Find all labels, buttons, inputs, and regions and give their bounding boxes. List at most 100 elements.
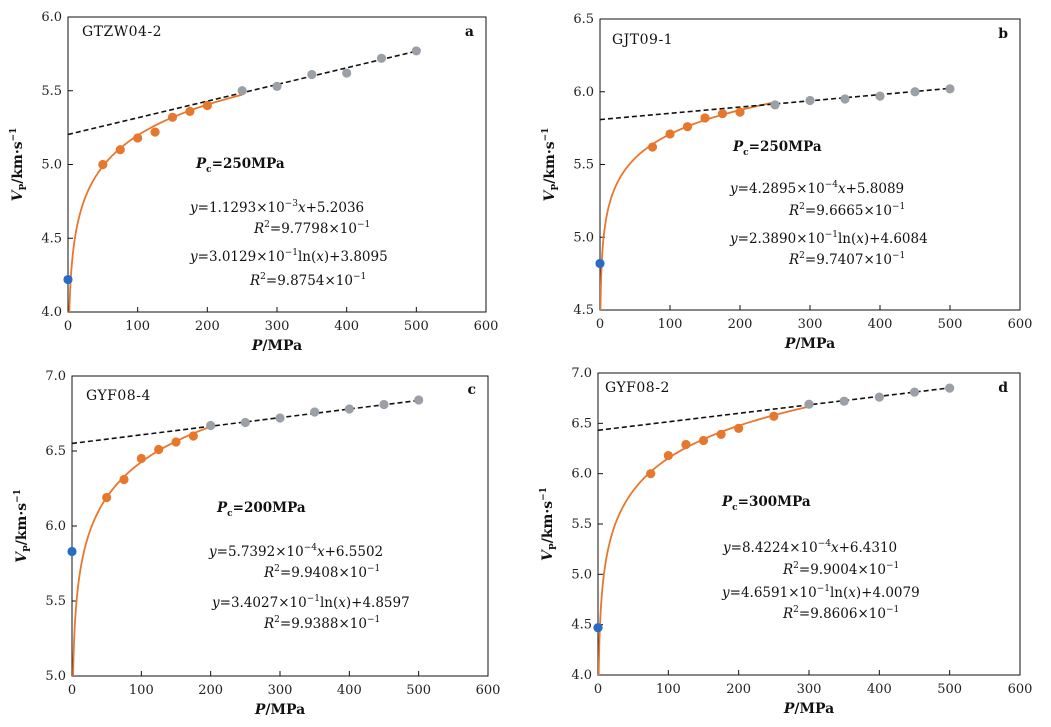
linear-equation: y=4.2895×10−4x+5.8089 — [729, 180, 904, 197]
x-tick-label: 300 — [268, 683, 293, 698]
panel-letter: a — [465, 24, 474, 40]
y-tick-label: 5.0 — [573, 230, 594, 245]
data-point-zero-pressure — [595, 258, 605, 269]
data-point-low-pressure — [150, 127, 160, 137]
data-point-low-pressure — [681, 439, 691, 450]
y-tick-label: 7.0 — [45, 369, 66, 384]
chart-panel-a: 0 100 200 300 400 500 600 4.0 4.5 5.0 5.5 6.0 P/MPa V… — [9, 10, 499, 354]
x-tick-label: 500 — [406, 683, 431, 698]
data-point-low-pressure — [119, 474, 129, 485]
linear-fit-line — [598, 387, 950, 432]
data-point-high-pressure — [805, 95, 815, 106]
log-equation: y=3.4027×10−1ln(x)+4.8597 — [211, 594, 410, 611]
y-tick-label: 5.5 — [571, 517, 592, 532]
x-tick-label: 500 — [938, 317, 963, 332]
x-tick-label: 0 — [596, 317, 604, 332]
x-tick-label: 100 — [125, 319, 150, 334]
y-tick-label: 4.0 — [41, 305, 62, 320]
y-tick-label: 6.5 — [573, 12, 594, 27]
data-point-high-pressure — [945, 383, 955, 393]
data-point-high-pressure — [875, 91, 885, 101]
data-point-low-pressure — [202, 100, 212, 111]
data-point-high-pressure — [840, 94, 850, 104]
linear-r-squared: R2=9.7798×10−1 — [253, 220, 370, 237]
y-tick-label: 4.5 — [573, 303, 594, 318]
y-axis-title: VP/km·s−1 — [9, 128, 29, 202]
data-point-high-pressure — [770, 100, 780, 110]
x-tick-label: 0 — [68, 683, 76, 698]
panel-letter: c — [467, 382, 476, 398]
data-point-high-pressure — [945, 84, 955, 94]
data-point-low-pressure — [698, 435, 709, 446]
y-tick-label: 4.5 — [41, 231, 62, 246]
y-tick-label: 4.0 — [571, 668, 592, 683]
x-tick-label: 600 — [1008, 682, 1033, 697]
x-tick-label: 500 — [404, 319, 429, 334]
x-axis-title: P/MPa — [251, 338, 302, 354]
y-tick-label: 6.0 — [573, 85, 594, 100]
x-tick-label: 300 — [265, 319, 290, 334]
chart-panel-c: 0 100 200 300 400 500 600 5.0 5.5 6.0 6.5 7.0 P/MPa V… — [13, 369, 500, 718]
sample-label: GYF08-4 — [86, 388, 151, 404]
pc-label: Pc=200MPa — [216, 500, 306, 519]
data-point-low-pressure — [735, 107, 745, 117]
y-tick-label: 6.0 — [41, 10, 62, 25]
log-fit-curve — [72, 425, 211, 676]
x-tick-label: 400 — [868, 317, 893, 332]
data-point-low-pressure — [102, 492, 112, 503]
data-point-high-pressure — [275, 413, 285, 423]
plot-frame — [597, 372, 1021, 676]
linear-fit-line — [72, 399, 419, 445]
data-point-low-pressure — [133, 133, 143, 143]
data-point-zero-pressure — [593, 623, 603, 633]
data-point-low-pressure — [188, 431, 198, 441]
x-tick-label: 500 — [937, 682, 962, 697]
data-point-high-pressure — [411, 46, 421, 56]
data-point-low-pressure — [647, 142, 658, 152]
sample-label: GJT09-1 — [612, 32, 673, 48]
linear-r-squared: R2=9.6665×10−1 — [788, 202, 905, 219]
chart-panel-b: 0 100 200 300 400 500 600 4.5 5.0 5.5 6.0 6.5 P/MPa V… — [541, 12, 1032, 352]
x-axis-title: P/MPa — [784, 336, 835, 352]
x-tick-label: 300 — [797, 682, 822, 697]
log-fit-curve — [600, 101, 776, 310]
data-point-high-pressure — [344, 404, 354, 414]
pc-label: Pc=250MPa — [732, 139, 822, 158]
y-tick-label: 6.5 — [45, 444, 66, 459]
data-point-low-pressure — [167, 112, 178, 122]
sample-label: GTZW04-2 — [82, 24, 162, 40]
data-point-high-pressure — [379, 399, 389, 410]
data-point-high-pressure — [310, 407, 320, 417]
x-tick-label: 200 — [728, 317, 753, 332]
y-tick-label: 4.5 — [571, 618, 592, 633]
log-r-squared: R2=9.9388×10−1 — [263, 615, 380, 632]
data-point-low-pressure — [682, 122, 693, 132]
data-point-low-pressure — [646, 469, 656, 479]
sample-label: GYF08-2 — [605, 380, 670, 396]
log-fit-curve — [598, 405, 810, 675]
chart-panel-d: 0 100 200 300 400 500 600 4.0 4.5 5.0 5.5 6.0 6.5 7.0… — [539, 366, 1032, 717]
linear-equation: y=5.7392×10−4x+6.5502 — [208, 543, 383, 560]
x-tick-label: 100 — [656, 682, 681, 697]
x-tick-label: 200 — [198, 683, 223, 698]
data-point-high-pressure — [414, 395, 424, 405]
x-axis-title: P/MPa — [254, 702, 305, 718]
data-point-low-pressure — [717, 108, 728, 119]
x-tick-label: 600 — [474, 319, 499, 334]
data-point-low-pressure — [136, 453, 146, 464]
x-tick-label: 0 — [64, 319, 72, 334]
log-equation: y=2.3890×10−1ln(x)+4.6084 — [729, 230, 928, 247]
log-r-squared: R2=9.8754×10−1 — [249, 272, 366, 289]
data-point-low-pressure — [115, 145, 125, 155]
data-point-high-pressure — [909, 387, 920, 397]
data-point-low-pressure — [663, 450, 673, 461]
panel-letter: b — [998, 26, 1008, 42]
y-tick-label: 5.0 — [41, 158, 62, 173]
x-tick-label: 100 — [129, 683, 154, 698]
linear-equation: y=1.1293×10−3x+5.2036 — [189, 199, 364, 216]
log-r-squared: R2=9.7407×10−1 — [788, 251, 905, 268]
x-tick-label: 300 — [798, 317, 823, 332]
data-point-high-pressure — [839, 396, 849, 406]
x-tick-label: 400 — [867, 682, 892, 697]
log-fit-curve — [68, 93, 243, 312]
